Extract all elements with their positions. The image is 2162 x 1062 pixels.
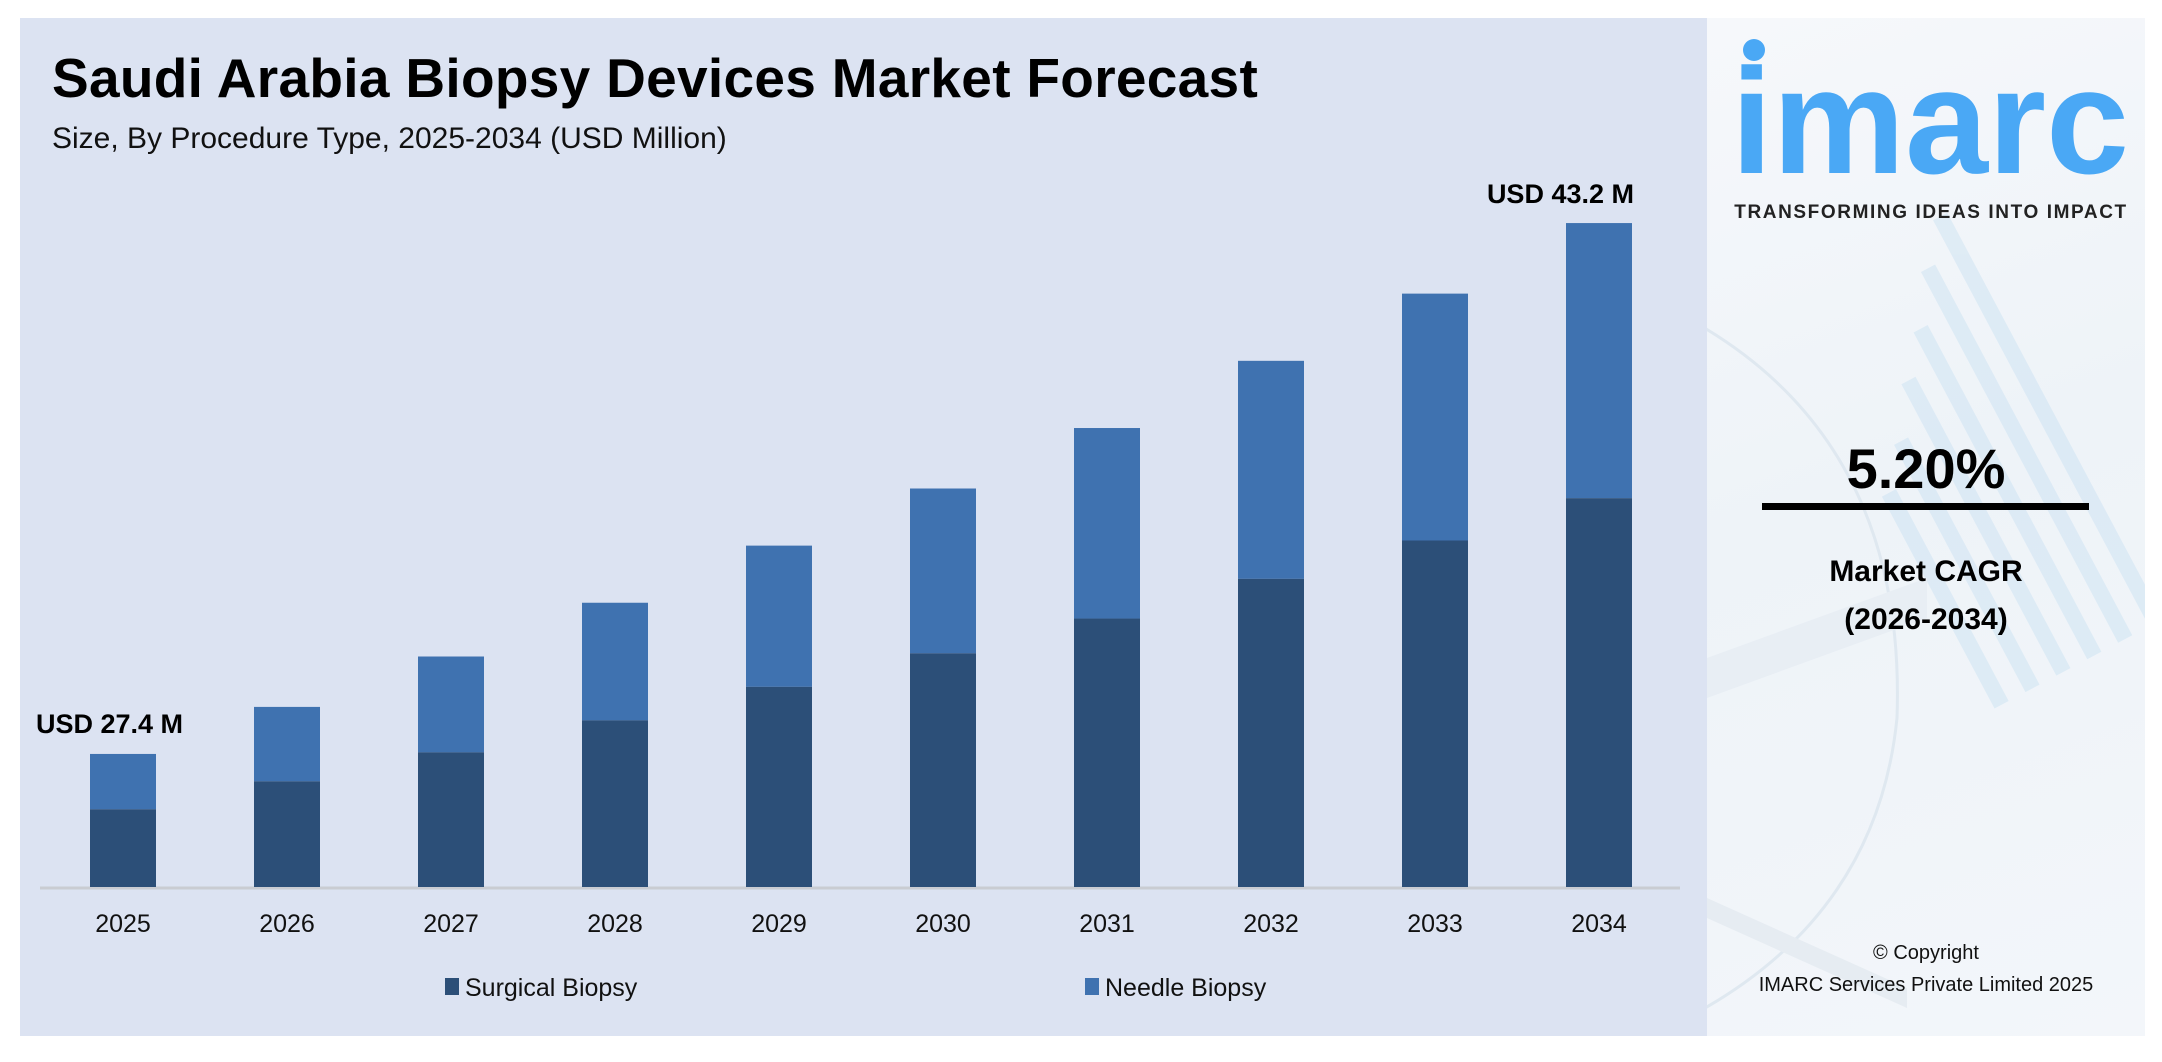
bar-needle-biopsy-2025 (90, 753, 156, 810)
bar-surgical-biopsy-2025 (90, 809, 156, 887)
legend-swatch-surgical (445, 978, 459, 995)
cagr-label-text: Market CAGR (1829, 555, 2023, 588)
bar-needle-biopsy-2029 (746, 545, 812, 687)
bar-needle-biopsy-2030 (910, 488, 976, 654)
cagr-period: (2026-2034) (1844, 603, 2008, 636)
copyright-line2: IMARC Services Private Limited 2025 (1758, 974, 2094, 996)
bar-surgical-biopsy-2029 (746, 686, 812, 887)
x-tick-label: 2026 (259, 910, 315, 938)
logo-tagline: TRANSFORMING IDEAS INTO IMPACT (1734, 202, 2128, 223)
x-tick-label: 2031 (1079, 910, 1135, 938)
chart-subtitle: Size, By Procedure Type, 2025-2034 (USD … (52, 122, 727, 155)
legend-swatch-needle (1085, 978, 1099, 995)
x-tick-label: 2027 (423, 910, 479, 938)
x-tick-label: 2032 (1243, 910, 1299, 938)
legend-label: Surgical Biopsy (465, 974, 638, 1002)
info-sidebar: imarc TRANSFORMING IDEAS INTO IMPACT 5.2… (1707, 18, 2145, 1036)
total-value-label: USD 27.4 M (36, 709, 183, 739)
cagr-label: Market CAGR (2026-2034) (1707, 548, 2145, 644)
bar-needle-biopsy-2027 (418, 656, 484, 753)
chart-title: Saudi Arabia Biopsy Devices Market Forec… (52, 47, 1259, 109)
svg-text:imarc: imarc (1731, 37, 2129, 188)
copyright-line1: © Copyright (1873, 942, 1979, 964)
bar-needle-biopsy-2034 (1566, 223, 1632, 499)
total-value-label: USD 43.2 M (1487, 179, 1634, 209)
x-tick-label: 2028 (587, 910, 643, 938)
x-tick-label: 2030 (915, 910, 971, 938)
imarc-logo: imarc (1731, 37, 2129, 188)
bar-surgical-biopsy-2031 (1074, 618, 1140, 887)
x-tick-label: 2025 (95, 910, 151, 938)
bar-surgical-biopsy-2030 (910, 653, 976, 887)
bar-surgical-biopsy-2027 (418, 752, 484, 887)
background-decoration (1707, 212, 2145, 1009)
bar-surgical-biopsy-2032 (1238, 578, 1304, 887)
bar-needle-biopsy-2032 (1238, 360, 1304, 579)
bar-needle-biopsy-2033 (1402, 293, 1468, 541)
bar-surgical-biopsy-2028 (582, 720, 648, 887)
x-tick-label: 2029 (751, 910, 807, 938)
bar-surgical-biopsy-2026 (254, 781, 320, 887)
bar-needle-biopsy-2028 (582, 602, 648, 721)
cagr-divider (1762, 503, 2089, 510)
bar-needle-biopsy-2031 (1074, 428, 1140, 619)
bar-needle-biopsy-2026 (254, 706, 320, 782)
x-tick-label: 2034 (1571, 910, 1627, 938)
bar-surgical-biopsy-2034 (1566, 498, 1632, 887)
bar-chart: 2025 USD 27.4 M 2026 2027 2028 2029 2030 2031 20… (36, 179, 1680, 1002)
cagr-value: 5.20% (1846, 437, 2006, 500)
legend-label: Needle Biopsy (1105, 974, 1267, 1002)
bar-surgical-biopsy-2033 (1402, 540, 1468, 887)
x-tick-label: 2033 (1407, 910, 1463, 938)
